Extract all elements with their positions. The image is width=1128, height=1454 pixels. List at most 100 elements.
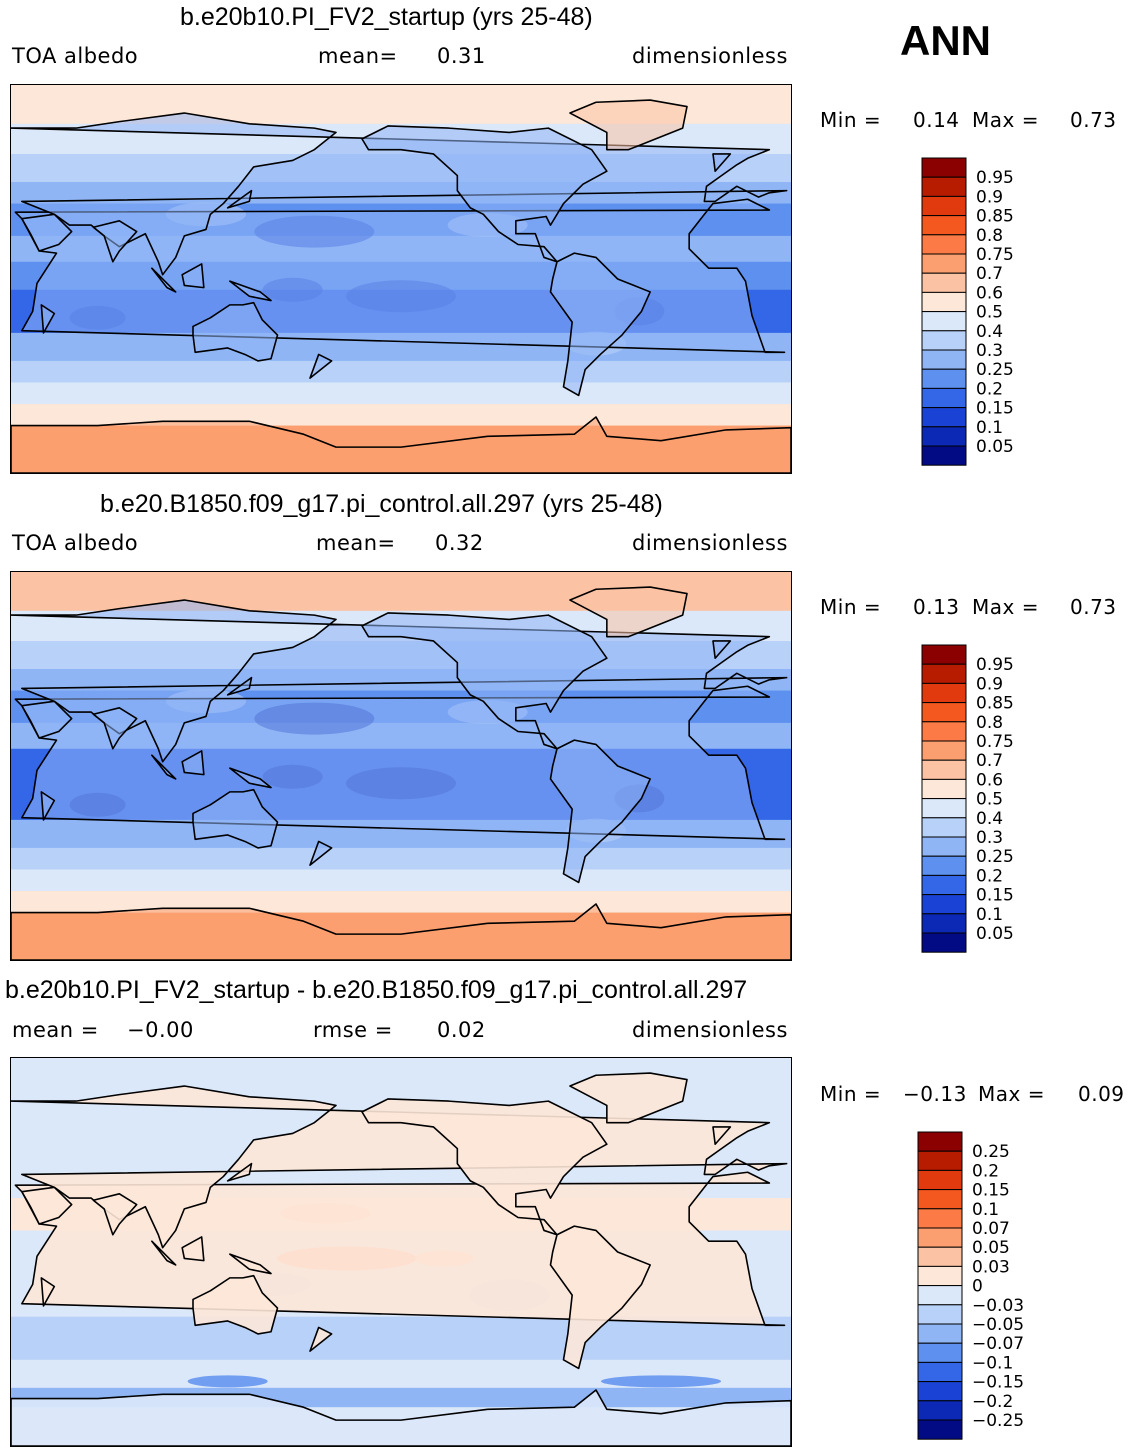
colorbar-swatch [921,272,967,293]
coastline [712,640,732,660]
panel3-rmse-value: 0.02 [437,1018,486,1042]
panel2-max-label: Max = [972,595,1039,619]
coastline [226,676,253,696]
colorbar-swatch [917,1246,963,1267]
colorbar-swatch [921,349,967,370]
panel3-colorbar: 0.250.20.150.10.070.050.030−0.03−0.05−0.… [917,1131,1024,1440]
colorbar-swatch [917,1381,963,1402]
panel1-variable: TOA albedo [12,44,139,68]
panel3-min-label: Min = [820,1082,882,1106]
colorbar-swatch [917,1227,963,1248]
panel1-map [10,84,792,474]
colorbar-tick-label: −0.2 [972,1392,1013,1412]
panel1-min-label: Min = [820,108,882,132]
panel3-map [10,1057,792,1447]
panel3-map-plot [11,1058,791,1446]
colorbar-swatch [921,836,967,857]
field-band [11,847,791,870]
colorbar-tick-label: 0.5 [976,303,1003,323]
field-band [11,869,791,892]
coastline [229,280,272,302]
coastline [40,304,56,334]
colorbar-tick-label: 0.4 [976,322,1003,342]
colorbar-swatch [921,874,967,896]
colorbar-tick-label: 0.5 [976,790,1003,810]
coastline [569,586,688,638]
panel2-min-label: Min = [820,595,882,619]
colorbar-tick-label: 0.03 [972,1257,1010,1277]
coastline [40,791,56,821]
colorbar-swatch [921,798,967,819]
panel3-units: dimensionless [632,1018,788,1042]
panel2-min-value: 0.13 [913,595,960,619]
colorbar-tick-label: 0.25 [976,847,1014,867]
coastline [549,739,651,884]
colorbar-tick-label: 0.7 [976,264,1003,284]
colorbar-swatch [921,855,967,876]
panel2-colorbar: 0.950.90.850.80.750.70.60.50.40.30.250.2… [921,644,1014,953]
colorbar-tick-label: 0.15 [976,399,1014,419]
colorbar-tick-label: 0.75 [976,732,1014,752]
panel3-mean-label: mean = [12,1018,99,1042]
panel1-title: b.e20b10.PI_FV2_startup (yrs 25-48) [180,3,593,31]
panel2-mean-value: 0.32 [435,531,484,555]
colorbar-tick-label: −0.07 [972,1334,1024,1354]
panel1-max-label: Max = [972,108,1039,132]
coastline [11,416,791,473]
colorbar-tick-label: 0.2 [976,379,1003,399]
colorbar-swatch [921,176,967,197]
season-label: ANN [900,17,991,64]
coastline [181,750,205,776]
coastline [712,153,732,173]
colorbar-swatch [921,368,967,389]
colorbar-tick-label: −0.15 [972,1373,1024,1393]
colorbar-swatch [921,894,967,915]
colorbar-tick-label: 0.1 [976,905,1003,925]
colorbar-tick-label: 0.1 [972,1200,999,1220]
coastline [226,1162,253,1182]
coastline [309,840,333,866]
coastline [309,1326,333,1352]
panel3-rmse-label: rmse = [313,1018,393,1042]
colorbar-swatch [921,932,967,953]
colorbar-tick-label: 0.75 [976,245,1014,265]
coastline [229,1253,272,1275]
colorbar-swatch [917,1419,963,1440]
colorbar-tick-label: 0.05 [976,437,1014,457]
colorbar-swatch [917,1208,963,1229]
colorbar-swatch [921,644,967,665]
colorbar-swatch [921,778,967,800]
colorbar-tick-label: 0.8 [976,713,1003,733]
panel2-map-plot [11,572,791,960]
colorbar-tick-label: 0.8 [976,226,1003,246]
coastline [151,1240,177,1266]
coastline [192,301,279,362]
colorbar-swatch [921,426,967,447]
colorbar-swatch [921,253,967,274]
colorbar-tick-label: 0.05 [972,1238,1010,1258]
colorbar-tick-label: 0.15 [972,1181,1010,1201]
colorbar-swatch [921,740,967,761]
coastline [92,220,138,263]
panel1-units: dimensionless [632,44,788,68]
colorbar-tick-label: 0.7 [976,751,1003,771]
panel3-max-value: 0.09 [1078,1082,1125,1106]
coastline [11,1389,791,1446]
panel2-max-value: 0.73 [1070,595,1117,619]
panel3-min-value: −0.13 [903,1082,967,1106]
colorbar-tick-label: 0.3 [976,828,1003,848]
field-feature [187,1375,268,1388]
colorbar-swatch [921,387,967,409]
field-feature [601,1375,721,1388]
colorbar-swatch [917,1400,963,1421]
coastline [361,1098,608,1236]
colorbar-swatch [917,1323,963,1344]
colorbar-swatch [917,1150,963,1171]
coastline [229,767,272,789]
colorbar-tick-label: 0.6 [976,770,1003,790]
colorbar-swatch [921,817,967,838]
coastline [569,1072,688,1124]
colorbar-tick-label: −0.1 [972,1353,1013,1373]
colorbar-swatch [921,157,967,178]
coastline [192,1274,279,1335]
